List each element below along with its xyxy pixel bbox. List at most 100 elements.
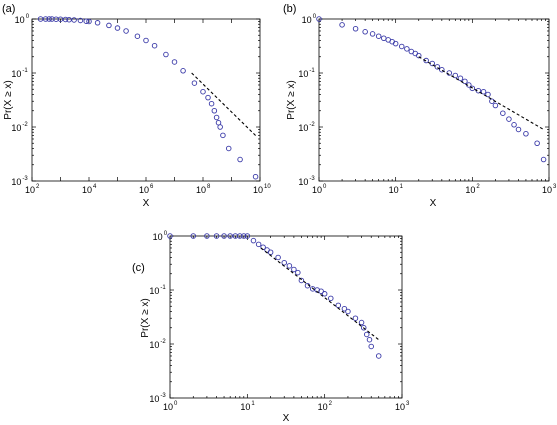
y-axis-label-a: Pr(X ≥ x) bbox=[3, 80, 14, 119]
data-point-b bbox=[457, 75, 464, 81]
y-tick-label-exponent-c: -1 bbox=[160, 285, 166, 291]
data-point-c bbox=[221, 233, 227, 239]
data-point-b bbox=[362, 29, 368, 35]
fit-line-b bbox=[418, 56, 544, 130]
data-point-c bbox=[250, 237, 257, 244]
data-point-c bbox=[360, 324, 367, 331]
data-point-a bbox=[77, 17, 84, 24]
data-point-c bbox=[328, 295, 334, 302]
y-tick-label-c: 10 bbox=[153, 232, 163, 242]
data-point-a bbox=[213, 114, 220, 121]
data-point-a bbox=[220, 132, 226, 139]
data-point-a bbox=[71, 17, 77, 23]
data-point-a bbox=[114, 25, 121, 31]
data-point-b bbox=[515, 126, 522, 133]
data-point-a bbox=[237, 156, 243, 163]
data-point-a bbox=[205, 94, 211, 101]
data-point-b bbox=[492, 102, 499, 109]
data-point-b bbox=[392, 40, 399, 47]
y-tick-label-c: 10 bbox=[149, 286, 159, 296]
data-point-b bbox=[352, 25, 359, 32]
data-point-c bbox=[291, 266, 297, 273]
data-point-a bbox=[94, 20, 101, 26]
data-point-c bbox=[375, 353, 382, 359]
data-point-b bbox=[469, 85, 476, 92]
y-tick-label-a: 10 bbox=[11, 69, 21, 79]
x-axis-label-a: X bbox=[143, 198, 150, 209]
data-point-a bbox=[171, 59, 178, 65]
data-point-b bbox=[452, 72, 459, 79]
data-point-b bbox=[523, 130, 529, 137]
data-point-b bbox=[462, 78, 468, 85]
data-point-a bbox=[180, 68, 186, 74]
y-tick-label-c: 10 bbox=[149, 340, 159, 350]
data-point-a bbox=[217, 124, 223, 130]
data-point-b bbox=[398, 43, 405, 50]
panel-c: (c) X Pr(X ≥ x) 10 0 10 1 10 2 10 310 -310 -210 -1… bbox=[132, 231, 410, 424]
x-tick-label-b: 10 bbox=[465, 185, 475, 195]
y-tick-label-exponent-a: -3 bbox=[22, 176, 28, 182]
panel-label-a: (a) bbox=[2, 3, 15, 15]
y-tick-label-exponent-a: 0 bbox=[26, 14, 30, 20]
data-point-c bbox=[237, 233, 243, 239]
data-point-c bbox=[244, 233, 251, 239]
data-point-c bbox=[295, 269, 301, 276]
data-point-a bbox=[62, 16, 69, 23]
x-tick-label-exponent-b: 3 bbox=[553, 184, 557, 190]
data-point-a bbox=[123, 28, 129, 34]
data-point-b bbox=[489, 98, 495, 104]
y-tick-label-exponent-a: -2 bbox=[22, 122, 28, 128]
plot-frame-b bbox=[318, 18, 550, 182]
y-tick-label-exponent-c: -2 bbox=[160, 339, 166, 345]
y-tick-label-a: 10 bbox=[11, 177, 21, 187]
data-point-a bbox=[46, 16, 52, 22]
x-tick-label-exponent-c: 2 bbox=[329, 401, 333, 407]
data-point-c bbox=[275, 254, 281, 261]
data-point-b bbox=[500, 110, 506, 116]
y-axis-label-c: Pr(X ≥ x) bbox=[140, 298, 151, 337]
y-tick-label-exponent-b: -2 bbox=[309, 122, 315, 128]
data-point-b bbox=[316, 16, 322, 22]
data-point-a bbox=[83, 18, 89, 24]
data-point-c bbox=[204, 233, 210, 239]
y-tick-label-b: 10 bbox=[298, 123, 308, 133]
x-tick-label-exponent-a: 8 bbox=[207, 184, 211, 190]
data-point-c bbox=[190, 233, 197, 239]
data-point-c bbox=[213, 233, 220, 239]
data-point-a bbox=[200, 88, 206, 95]
data-point-c bbox=[366, 336, 373, 343]
data-point-b bbox=[506, 116, 512, 122]
data-point-b bbox=[423, 57, 429, 64]
y-tick-label-exponent-c: 0 bbox=[164, 231, 168, 237]
x-tick-label-exponent-a: 10 bbox=[264, 184, 271, 190]
x-tick-label-exponent-b: 2 bbox=[476, 184, 480, 190]
y-tick-label-exponent-c: -3 bbox=[160, 393, 166, 399]
x-tick-label-exponent-c: 0 bbox=[174, 401, 178, 407]
data-point-b bbox=[339, 22, 345, 28]
x-axis-label-c: X bbox=[283, 413, 290, 424]
x-tick-label-exponent-c: 1 bbox=[251, 401, 255, 407]
data-point-c bbox=[241, 233, 247, 239]
x-tick-label-exponent-a: 6 bbox=[150, 184, 154, 190]
x-tick-label-b: 10 bbox=[542, 185, 552, 195]
data-point-a bbox=[163, 51, 169, 58]
y-tick-label-c: 10 bbox=[149, 394, 159, 404]
y-tick-label-exponent-b: -3 bbox=[309, 176, 315, 182]
x-tick-label-exponent-b: 1 bbox=[400, 184, 404, 190]
data-point-b bbox=[534, 140, 540, 147]
data-point-b bbox=[439, 66, 445, 73]
data-point-c bbox=[368, 343, 374, 350]
data-point-b bbox=[381, 35, 387, 42]
data-point-a bbox=[143, 37, 149, 44]
data-point-a bbox=[211, 107, 218, 114]
x-tick-label-c: 10 bbox=[240, 402, 250, 412]
y-tick-label-exponent-b: 0 bbox=[313, 14, 317, 20]
data-point-c bbox=[286, 263, 293, 269]
panel-label-b: (b) bbox=[283, 3, 296, 15]
data-point-b bbox=[485, 91, 491, 98]
data-point-a bbox=[42, 16, 49, 22]
data-point-a bbox=[191, 80, 198, 86]
y-tick-label-b: 10 bbox=[298, 177, 308, 187]
